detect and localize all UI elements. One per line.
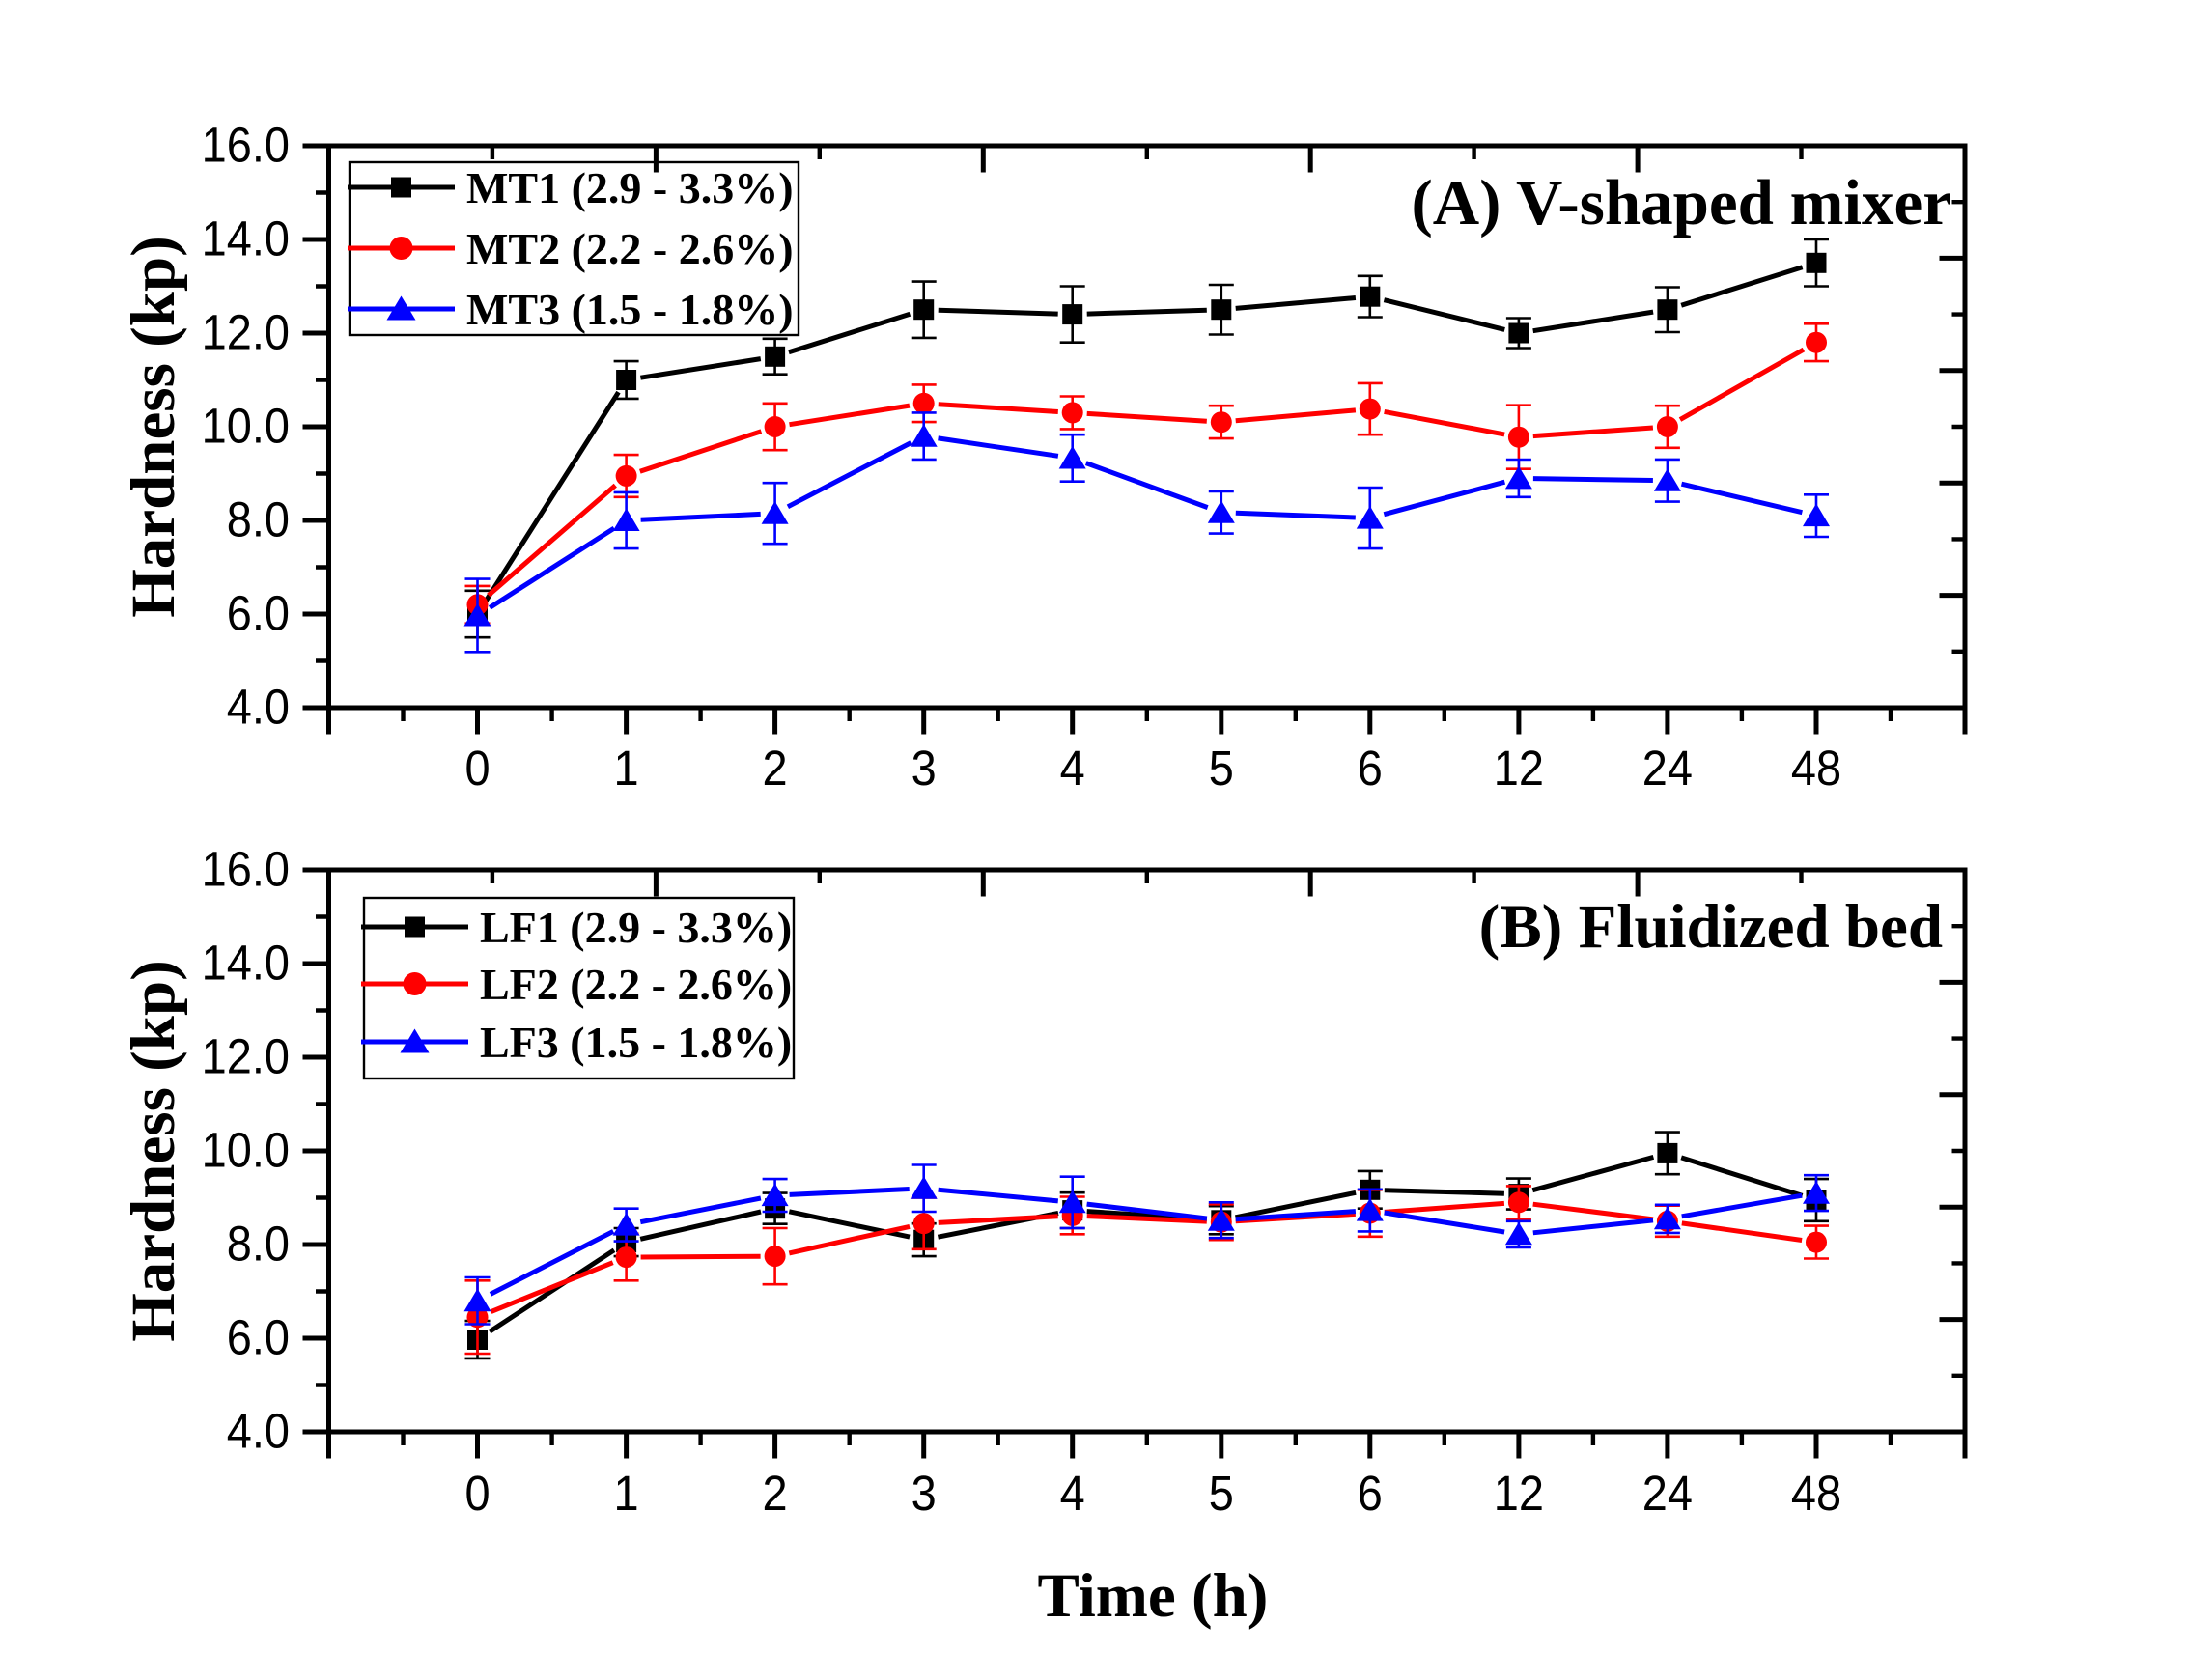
svg-text:48: 48 [1791,1467,1841,1521]
svg-text:Hardness (kp): Hardness (kp) [119,236,188,618]
svg-text:5: 5 [1209,1467,1234,1521]
svg-text:10.0: 10.0 [202,400,290,454]
svg-text:16.0: 16.0 [202,119,290,173]
svg-text:48: 48 [1791,742,1841,796]
svg-text:16.0: 16.0 [202,843,290,897]
svg-text:5: 5 [1209,742,1234,796]
svg-text:12: 12 [1494,742,1544,796]
svg-text:0: 0 [464,1467,490,1521]
svg-text:6: 6 [1358,742,1383,796]
svg-text:6.0: 6.0 [227,587,290,641]
svg-text:12: 12 [1494,1467,1544,1521]
svg-text:LF2 (2.2 - 2.6%): LF2 (2.2 - 2.6%) [480,960,792,1009]
svg-text:24: 24 [1642,1467,1693,1521]
svg-text:MT3 (1.5 - 1.8%): MT3 (1.5 - 1.8%) [466,285,794,334]
svg-text:24: 24 [1642,742,1693,796]
svg-text:6.0: 6.0 [227,1311,290,1365]
svg-text:2: 2 [763,1467,788,1521]
svg-text:8.0: 8.0 [227,1218,290,1272]
svg-text:14.0: 14.0 [202,212,290,266]
svg-text:(B) Fluidized bed: (B) Fluidized bed [1479,892,1943,962]
svg-text:12.0: 12.0 [202,1030,290,1084]
svg-text:LF1 (2.9 - 3.3%): LF1 (2.9 - 3.3%) [480,903,792,952]
svg-text:1: 1 [614,742,639,796]
svg-text:0: 0 [464,742,490,796]
svg-text:MT1 (2.9 - 3.3%): MT1 (2.9 - 3.3%) [466,163,794,212]
svg-text:2: 2 [763,742,788,796]
svg-text:4.0: 4.0 [227,681,290,735]
svg-text:14.0: 14.0 [202,937,290,991]
svg-text:4: 4 [1060,1467,1085,1521]
svg-text:12.0: 12.0 [202,306,290,360]
svg-text:3: 3 [912,1467,937,1521]
svg-text:1: 1 [614,1467,639,1521]
svg-text:4.0: 4.0 [227,1405,290,1459]
svg-text:10.0: 10.0 [202,1124,290,1178]
svg-text:LF3 (1.5 - 1.8%): LF3 (1.5 - 1.8%) [480,1018,792,1067]
svg-text:Hardness (kp): Hardness (kp) [119,960,188,1342]
svg-text:Time (h): Time (h) [1038,1561,1269,1631]
svg-text:8.0: 8.0 [227,493,290,547]
svg-text:3: 3 [912,742,937,796]
svg-text:4: 4 [1060,742,1085,796]
svg-text:MT2 (2.2 - 2.6%): MT2 (2.2 - 2.6%) [466,224,794,273]
svg-text:6: 6 [1358,1467,1383,1521]
svg-text:(A) V-shaped mixer: (A) V-shaped mixer [1411,167,1951,238]
